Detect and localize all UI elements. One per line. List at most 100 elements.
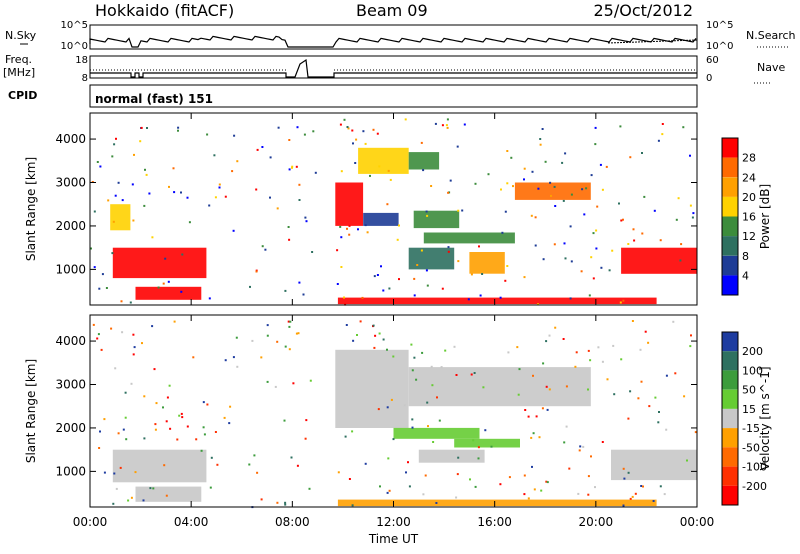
velocity-echo-point bbox=[444, 349, 447, 352]
power-echo-point bbox=[689, 204, 692, 207]
power-echo-point bbox=[311, 251, 314, 253]
velocity-echo-point bbox=[166, 396, 169, 399]
power-colorbar-cell bbox=[722, 177, 738, 197]
freq-tick-top: 18 bbox=[75, 55, 88, 66]
velocity-echo-point bbox=[523, 493, 526, 496]
velocity-echo-point bbox=[657, 421, 660, 424]
power-echo-point bbox=[93, 210, 96, 213]
station-title: Hokkaido (fitACF) bbox=[95, 1, 234, 20]
velocity-echo-point bbox=[652, 500, 655, 502]
power-echo-band bbox=[337, 297, 657, 305]
power-y-tick-label: 2000 bbox=[55, 219, 86, 233]
power-echo-point bbox=[531, 170, 534, 173]
power-colorbar-tick: 28 bbox=[742, 152, 756, 165]
velocity-echo-point bbox=[453, 345, 456, 348]
velocity-echo-point bbox=[359, 320, 362, 323]
velocity-echo-point bbox=[545, 340, 548, 343]
power-echo-point bbox=[396, 238, 399, 241]
power-echo-point bbox=[376, 132, 379, 135]
noise-tick-right-bottom: 10^0 bbox=[706, 41, 733, 52]
power-echo-point bbox=[157, 286, 160, 289]
velocity-echo-point bbox=[563, 441, 566, 444]
power-echo-point bbox=[386, 203, 389, 206]
velocity-echo-point bbox=[388, 489, 391, 492]
cpid-label: CPID bbox=[8, 89, 37, 102]
velocity-echo-point bbox=[99, 430, 101, 433]
power-panel: 1000 2000 3000 4000 Slant Range [km] 28 24 20 16… bbox=[24, 112, 772, 306]
velocity-echo-point bbox=[631, 320, 634, 322]
velocity-echo-point bbox=[622, 467, 625, 470]
power-colorbar-cell bbox=[722, 216, 738, 237]
power-echo-point bbox=[441, 124, 444, 127]
power-echo-point bbox=[622, 218, 624, 221]
power-echo-band bbox=[408, 152, 440, 170]
power-echo-point bbox=[479, 294, 482, 297]
power-echo-point bbox=[661, 123, 664, 125]
power-echo-point bbox=[355, 138, 358, 141]
power-echo-point bbox=[501, 231, 504, 234]
velocity-echo-point bbox=[110, 327, 113, 330]
velocity-echo-point bbox=[115, 487, 118, 490]
velocity-echo-point bbox=[165, 420, 168, 423]
nsky-label: N.Sky bbox=[5, 29, 37, 42]
velocity-echo-point bbox=[121, 331, 124, 334]
power-echo-point bbox=[653, 209, 656, 212]
velocity-echo-point bbox=[152, 487, 155, 490]
velocity-echo-point bbox=[654, 396, 657, 399]
velocity-echo-point bbox=[532, 374, 534, 377]
velocity-echo-point bbox=[474, 485, 477, 488]
velocity-colorbar-cell bbox=[722, 332, 738, 352]
velocity-echo-point bbox=[672, 320, 675, 323]
velocity-echo-point bbox=[620, 358, 623, 361]
power-echo-point bbox=[339, 123, 342, 126]
velocity-echo-point bbox=[674, 372, 677, 375]
power-echo-point bbox=[659, 239, 662, 242]
velocity-echo-point bbox=[622, 504, 625, 507]
velocity-echo-point bbox=[587, 349, 590, 352]
velocity-echo-point bbox=[548, 334, 551, 337]
velocity-echo-point bbox=[260, 356, 263, 359]
noise-tick-left-top: 10^5 bbox=[61, 20, 88, 31]
velocity-echo-point bbox=[169, 427, 172, 430]
velocity-echo-point bbox=[579, 445, 582, 448]
power-echo-band bbox=[335, 182, 364, 226]
power-echo-point bbox=[177, 126, 180, 129]
velocity-echo-point bbox=[216, 463, 219, 466]
x-tick-label: 20:00 bbox=[579, 515, 614, 529]
velocity-echo-point bbox=[344, 435, 347, 438]
power-echo-point bbox=[562, 199, 565, 202]
power-echo-point bbox=[139, 140, 142, 143]
velocity-echo-point bbox=[305, 419, 308, 422]
power-echo-point bbox=[369, 174, 371, 177]
velocity-echo-point bbox=[582, 445, 585, 448]
power-echo-point bbox=[364, 142, 367, 145]
velocity-echo-point bbox=[424, 474, 427, 477]
velocity-echo-point bbox=[426, 401, 429, 404]
power-echo-point bbox=[422, 169, 425, 172]
power-echo-point bbox=[569, 297, 572, 300]
velocity-echo-point bbox=[178, 414, 181, 417]
power-echo-point bbox=[590, 256, 593, 259]
velocity-echo-point bbox=[538, 436, 541, 439]
power-echo-point bbox=[111, 155, 114, 158]
velocity-echo-point bbox=[151, 325, 154, 328]
velocity-echo-point bbox=[288, 325, 291, 328]
power-echo-point bbox=[470, 273, 473, 276]
x-tick-label: 08:00 bbox=[275, 515, 310, 529]
velocity-echo-point bbox=[523, 474, 526, 477]
power-echo-point bbox=[510, 156, 513, 159]
velocity-echo-point bbox=[642, 485, 644, 488]
velocity-panel: 1000 2000 3000 4000 Slant Range [km] 200 100 50… bbox=[24, 314, 772, 509]
power-echo-point bbox=[264, 248, 267, 251]
velocity-echo-point bbox=[288, 348, 291, 351]
velocity-echo-point bbox=[644, 330, 647, 333]
power-echo-point bbox=[340, 266, 343, 268]
power-echo-point bbox=[295, 165, 298, 168]
power-echo-point bbox=[132, 219, 135, 222]
velocity-echo-point bbox=[345, 324, 348, 326]
power-echo-point bbox=[487, 173, 490, 176]
velocity-echo-point bbox=[568, 467, 571, 470]
power-echo-point bbox=[601, 188, 604, 191]
velocity-echo-band bbox=[135, 486, 202, 502]
freq-trace bbox=[90, 58, 697, 78]
